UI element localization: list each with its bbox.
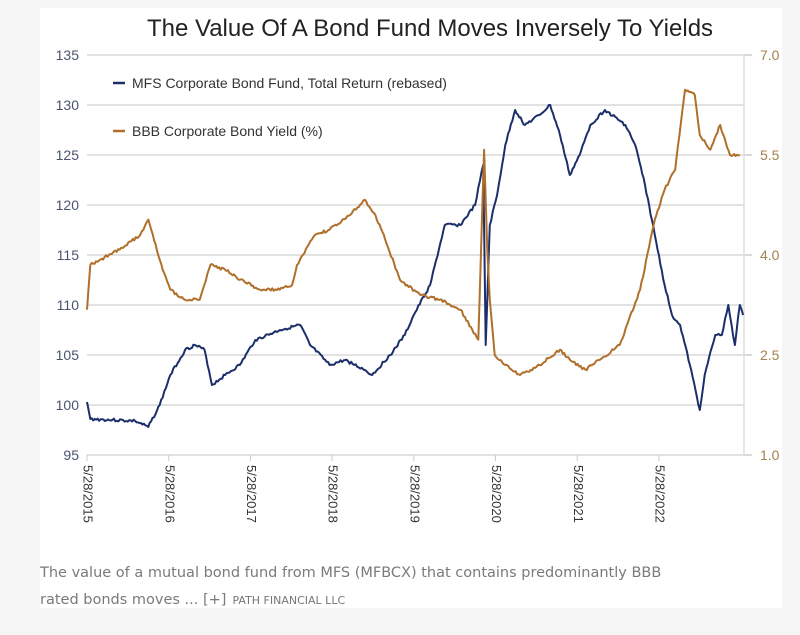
series-line-mfs-fund — [86, 104, 745, 428]
left-axis-tick-label: 135 — [56, 47, 80, 63]
left-axis-tick-label: 130 — [56, 97, 80, 113]
left-axis-tick-label: 105 — [56, 347, 80, 363]
right-axis-tick-label: 2.5 — [760, 347, 780, 363]
caption-line-1: The value of a mutual bond fund from MFS… — [40, 565, 662, 581]
left-axis-tick-label: 115 — [57, 247, 80, 263]
x-axis-tick-label: 5/28/2017 — [244, 465, 259, 523]
left-axis-tick-label: 110 — [57, 297, 80, 313]
x-axis-tick-label: 5/28/2018 — [326, 465, 341, 523]
right-axis-tick-label: 5.5 — [760, 147, 780, 163]
caption-source: PATH FINANCIAL LLC — [232, 594, 346, 607]
chart-title: The Value Of A Bond Fund Moves Inversely… — [147, 15, 713, 42]
left-axis-tick-label: 125 — [56, 147, 80, 163]
chart-card: The Value Of A Bond Fund Moves Inversely… — [40, 8, 782, 608]
caption-expand-link[interactable]: rated bonds moves ... [+] — [40, 592, 227, 608]
dual-axis-line-chart: The Value Of A Bond Fund Moves Inversely… — [56, 15, 780, 523]
legend-label: BBB Corporate Bond Yield (%) — [132, 123, 323, 139]
x-axis-tick-label: 5/28/2019 — [407, 465, 422, 523]
legend-label: MFS Corporate Bond Fund, Total Return (r… — [132, 75, 447, 91]
x-axis-tick-label: 5/28/2016 — [162, 465, 177, 523]
left-axis-tick-label: 95 — [63, 447, 79, 463]
caption-line-2: rated bonds moves ... [+] PATH FINANCIAL … — [40, 592, 345, 608]
x-axis-tick-label: 5/28/2022 — [652, 465, 667, 523]
right-axis-tick-label: 7.0 — [760, 47, 780, 63]
right-axis-tick-label: 4.0 — [760, 247, 780, 263]
x-axis-tick-label: 5/28/2015 — [81, 465, 96, 523]
series-line-bbb-yield — [86, 88, 741, 376]
left-axis-tick-label: 120 — [56, 197, 80, 213]
right-axis-tick-label: 1.0 — [760, 447, 780, 463]
left-axis-tick-label: 100 — [56, 397, 80, 413]
x-axis-tick-label: 5/28/2020 — [489, 465, 504, 523]
x-axis-tick-label: 5/28/2021 — [571, 465, 586, 523]
